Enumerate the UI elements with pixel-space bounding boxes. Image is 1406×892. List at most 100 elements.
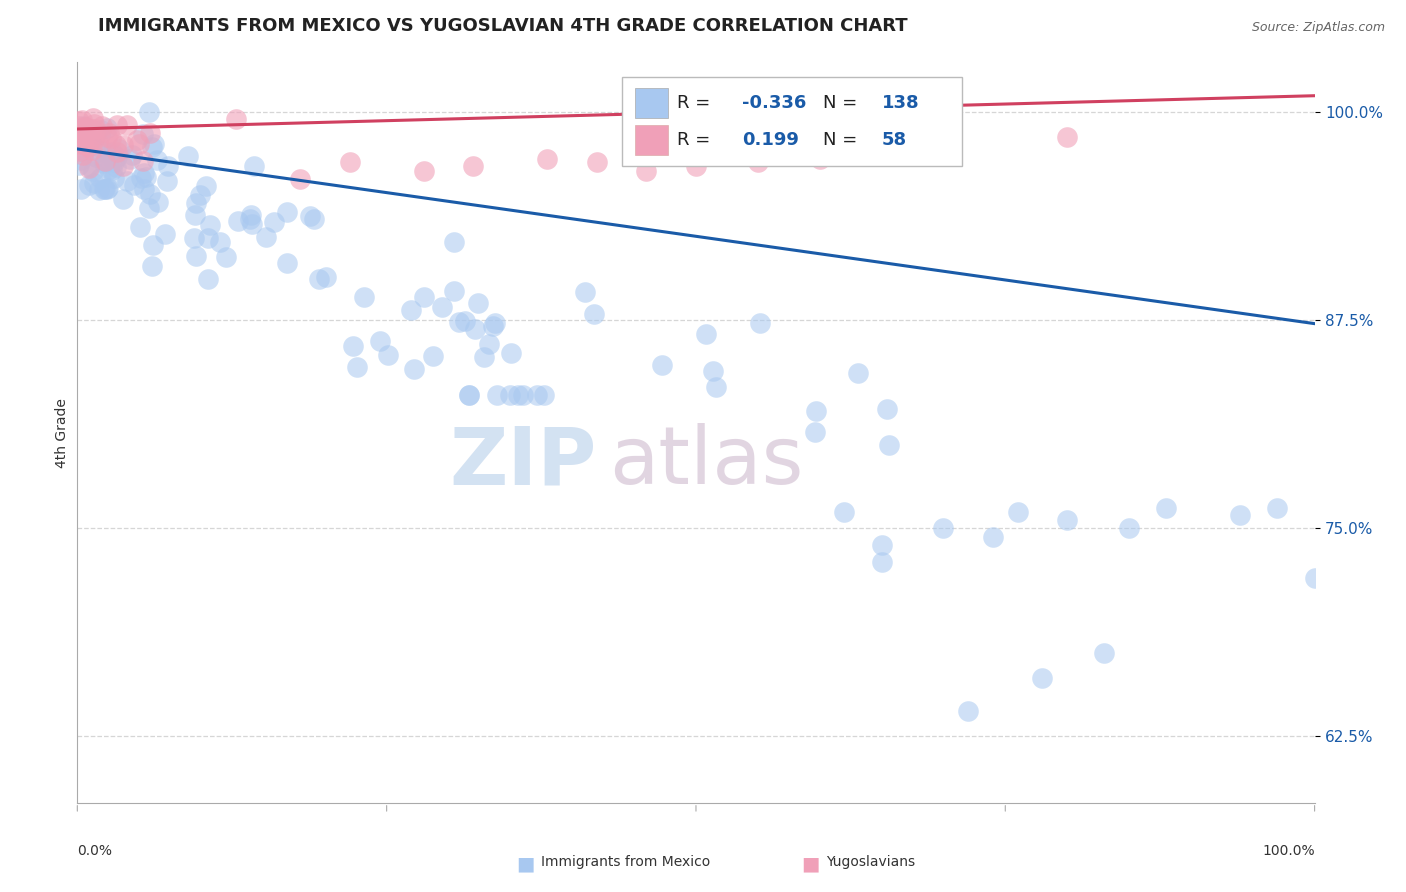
Point xyxy=(138,201,160,215)
Point xyxy=(138,105,160,120)
Point xyxy=(339,155,361,169)
Point xyxy=(98,162,121,177)
Point xyxy=(1154,501,1177,516)
Point xyxy=(651,359,673,373)
Point xyxy=(105,118,128,132)
Point xyxy=(104,160,127,174)
Point xyxy=(846,366,869,380)
Point xyxy=(288,172,311,186)
Point xyxy=(77,159,100,173)
Point xyxy=(276,204,298,219)
Text: Immigrants from Mexico: Immigrants from Mexico xyxy=(541,855,710,869)
Point xyxy=(97,181,120,195)
Point xyxy=(636,163,658,178)
Y-axis label: 4th Grade: 4th Grade xyxy=(55,398,69,467)
Point xyxy=(115,118,138,132)
Point xyxy=(139,126,162,140)
Point xyxy=(486,388,509,402)
Point xyxy=(77,178,100,192)
Point xyxy=(447,315,470,329)
Text: R =: R = xyxy=(678,130,717,149)
Point xyxy=(482,319,505,334)
Text: atlas: atlas xyxy=(609,423,804,501)
Point xyxy=(808,152,831,166)
Point xyxy=(108,142,131,156)
Point xyxy=(240,208,263,222)
Point xyxy=(77,140,100,154)
Point xyxy=(83,117,105,131)
Point xyxy=(834,505,856,519)
Point xyxy=(208,235,231,250)
Point xyxy=(121,148,143,162)
Point xyxy=(132,153,155,168)
Point xyxy=(80,121,103,136)
Point xyxy=(242,217,264,231)
Point xyxy=(1303,571,1326,585)
Point xyxy=(97,147,120,161)
Point xyxy=(93,156,115,170)
Point xyxy=(1056,513,1078,527)
Point xyxy=(586,155,609,169)
Point xyxy=(69,153,91,168)
Point xyxy=(932,147,955,161)
Point xyxy=(302,211,325,226)
Point xyxy=(103,171,125,186)
Point xyxy=(195,178,218,193)
Point xyxy=(96,129,118,144)
Point xyxy=(225,112,247,126)
Point xyxy=(67,158,90,172)
Point xyxy=(129,220,152,235)
Point xyxy=(346,359,368,374)
Point xyxy=(458,388,481,402)
Point xyxy=(184,249,207,263)
Point xyxy=(453,314,475,328)
Point xyxy=(73,119,96,133)
Point xyxy=(298,209,321,223)
Point xyxy=(125,133,148,147)
Point xyxy=(188,187,211,202)
Point xyxy=(70,182,93,196)
Point xyxy=(142,238,165,252)
Point xyxy=(583,308,606,322)
Point xyxy=(342,339,364,353)
Point xyxy=(308,272,330,286)
Point xyxy=(877,438,900,452)
Point xyxy=(87,183,110,197)
Point xyxy=(100,162,122,177)
Point xyxy=(157,160,180,174)
Point xyxy=(128,136,150,151)
Point xyxy=(93,182,115,196)
Point xyxy=(499,346,522,360)
Point xyxy=(276,256,298,270)
Point xyxy=(67,113,90,128)
FancyBboxPatch shape xyxy=(636,125,668,155)
Point xyxy=(198,218,221,232)
Text: ■: ■ xyxy=(801,855,820,873)
Point xyxy=(183,208,205,222)
Point xyxy=(82,124,104,138)
Point xyxy=(981,530,1004,544)
Point xyxy=(72,137,94,152)
Point xyxy=(704,380,727,394)
Point xyxy=(443,285,465,299)
Point xyxy=(804,425,827,439)
Point xyxy=(87,136,110,150)
Point xyxy=(103,154,125,169)
Point xyxy=(1007,505,1029,519)
Point xyxy=(89,145,111,159)
Point xyxy=(70,145,93,159)
Point xyxy=(377,348,399,362)
Point xyxy=(94,181,117,195)
Point xyxy=(226,214,249,228)
Point xyxy=(70,130,93,145)
Point xyxy=(156,174,179,188)
Point xyxy=(67,133,90,147)
Point xyxy=(422,349,444,363)
Point xyxy=(131,128,153,142)
Point xyxy=(183,231,205,245)
Text: -0.336: -0.336 xyxy=(742,94,806,112)
Point xyxy=(412,290,434,304)
Point xyxy=(100,130,122,145)
Point xyxy=(141,259,163,273)
Point xyxy=(94,155,117,169)
